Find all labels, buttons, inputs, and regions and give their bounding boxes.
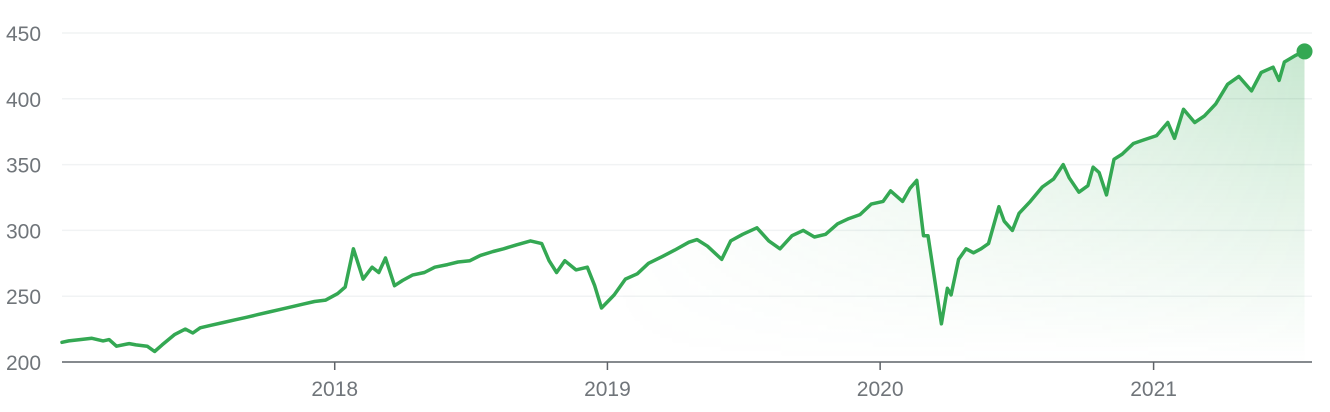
area-fill: [62, 51, 1305, 363]
y-tick-label: 450: [6, 23, 41, 46]
y-tick-label: 250: [6, 286, 41, 309]
y-tick-label: 350: [6, 155, 41, 178]
y-tick-label: 200: [6, 352, 41, 375]
x-axis: 2018 2019 2020 2021: [311, 362, 1177, 401]
y-tick-label: 400: [6, 89, 41, 112]
price-line: [60, 49, 1307, 354]
x-tick-label: 2018: [311, 378, 358, 401]
x-tick-label: 2019: [584, 378, 631, 401]
x-tick-label: 2021: [1130, 378, 1177, 401]
latest-point-marker[interactable]: [1296, 43, 1313, 60]
x-tick-label: 2020: [857, 378, 904, 401]
y-axis: 450 400 350 300 250 200: [6, 23, 41, 375]
y-tick-label: 300: [6, 220, 41, 243]
